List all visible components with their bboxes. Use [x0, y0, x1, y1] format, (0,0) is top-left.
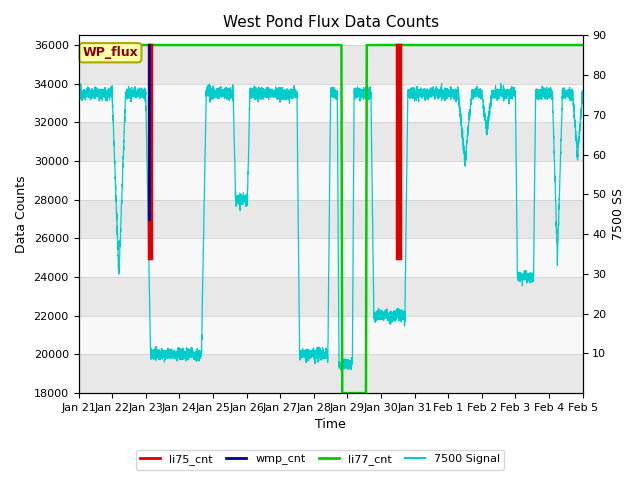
Bar	[79, 45, 582, 84]
Bar	[79, 200, 582, 239]
Bar	[79, 316, 582, 354]
Text: WP_flux: WP_flux	[83, 46, 138, 59]
X-axis label: Time: Time	[315, 419, 346, 432]
Bar	[79, 354, 582, 393]
Legend: li75_cnt, wmp_cnt, li77_cnt, 7500 Signal: li75_cnt, wmp_cnt, li77_cnt, 7500 Signal	[136, 450, 504, 469]
Bar	[79, 84, 582, 122]
Bar	[79, 122, 582, 161]
Title: West Pond Flux Data Counts: West Pond Flux Data Counts	[223, 15, 438, 30]
Y-axis label: 7500 SS: 7500 SS	[612, 188, 625, 240]
Y-axis label: Data Counts: Data Counts	[15, 176, 28, 253]
Bar	[79, 161, 582, 200]
Bar	[79, 239, 582, 277]
Bar	[79, 277, 582, 316]
